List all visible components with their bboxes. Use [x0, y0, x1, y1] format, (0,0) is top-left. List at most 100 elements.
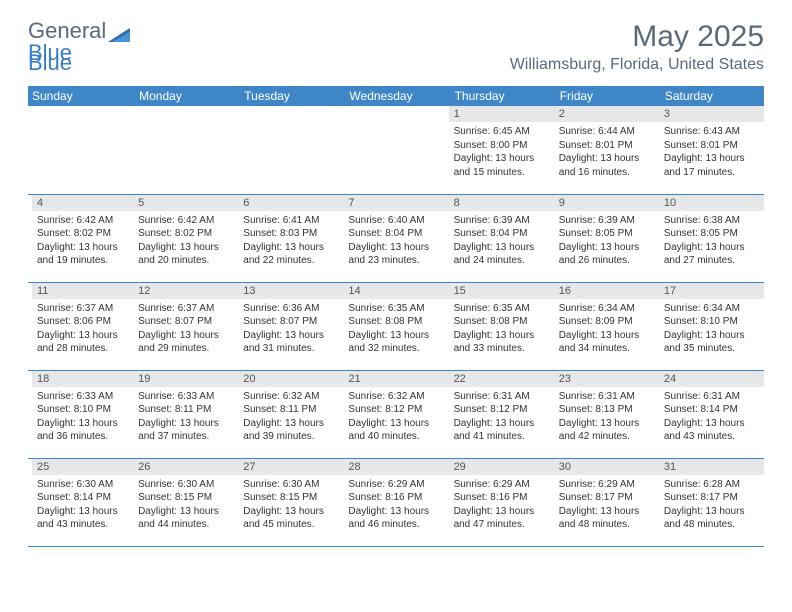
sunset-line: Sunset: 8:01 PM [664, 139, 759, 153]
weekday-header: Sunday [28, 86, 133, 106]
calendar-day-cell: 9Sunrise: 6:39 AMSunset: 8:05 PMDaylight… [554, 194, 659, 282]
daylight-line: Daylight: 13 hours and 24 minutes. [454, 241, 549, 268]
calendar-day-cell: 1Sunrise: 6:45 AMSunset: 8:00 PMDaylight… [449, 106, 554, 194]
day-number: 7 [343, 195, 448, 211]
calendar-day-cell: 23Sunrise: 6:31 AMSunset: 8:13 PMDayligh… [554, 370, 659, 458]
sunset-line: Sunset: 8:16 PM [348, 491, 443, 505]
calendar-day-cell: 11Sunrise: 6:37 AMSunset: 8:06 PMDayligh… [28, 282, 133, 370]
weekday-header-row: Sunday Monday Tuesday Wednesday Thursday… [28, 86, 764, 106]
day-body: Sunrise: 6:30 AMSunset: 8:15 PMDaylight:… [133, 475, 238, 536]
day-number: 24 [659, 371, 764, 387]
day-body: Sunrise: 6:45 AMSunset: 8:00 PMDaylight:… [449, 122, 554, 183]
sunset-line: Sunset: 8:15 PM [243, 491, 338, 505]
sunrise-line: Sunrise: 6:32 AM [243, 390, 338, 404]
sunset-line: Sunset: 8:11 PM [243, 403, 338, 417]
calendar-day-cell: 19Sunrise: 6:33 AMSunset: 8:11 PMDayligh… [133, 370, 238, 458]
daylight-line: Daylight: 13 hours and 22 minutes. [243, 241, 338, 268]
calendar-day-cell: 4 Sunrise: 6:42 AMSunset: 8:02 PMDaylight… [28, 194, 133, 282]
day-body: Sunrise: 6:29 AMSunset: 8:16 PMDaylight:… [343, 475, 448, 536]
day-body: Sunrise: 6:31 AMSunset: 8:13 PMDaylight:… [554, 387, 659, 448]
weekday-header: Thursday [449, 86, 554, 106]
calendar-day-cell: 29Sunrise: 6:29 AMSunset: 8:16 PMDayligh… [449, 458, 554, 546]
sunset-line: Sunset: 8:02 PM [138, 227, 233, 241]
calendar-day-cell: 2Sunrise: 6:44 AMSunset: 8:01 PMDaylight… [554, 106, 659, 194]
sunrise-line: Sunrise: 6:37 AM [37, 302, 128, 316]
sunset-line: Sunset: 8:09 PM [559, 315, 654, 329]
daylight-line: Daylight: 13 hours and 28 minutes. [37, 329, 128, 356]
sunrise-line: Sunrise: 6:42 AM [37, 214, 128, 228]
sunrise-line: Sunrise: 6:34 AM [664, 302, 759, 316]
sunrise-line: Sunrise: 6:31 AM [664, 390, 759, 404]
day-body: Sunrise: 6:32 AMSunset: 8:12 PMDaylight:… [343, 387, 448, 448]
sunrise-line: Sunrise: 6:29 AM [454, 478, 549, 492]
daylight-line: Daylight: 13 hours and 36 minutes. [37, 417, 128, 444]
day-body: Sunrise: 6:37 AMSunset: 8:06 PMDaylight:… [32, 299, 133, 360]
day-body: Sunrise: 6:28 AMSunset: 8:17 PMDaylight:… [659, 475, 764, 536]
calendar-day-cell: 7Sunrise: 6:40 AMSunset: 8:04 PMDaylight… [343, 194, 448, 282]
daylight-line: Daylight: 13 hours and 45 minutes. [243, 505, 338, 532]
daylight-line: Daylight: 13 hours and 27 minutes. [664, 241, 759, 268]
calendar-day-cell: 20Sunrise: 6:32 AMSunset: 8:11 PMDayligh… [238, 370, 343, 458]
day-number: 27 [238, 459, 343, 475]
daylight-line: Daylight: 13 hours and 41 minutes. [454, 417, 549, 444]
weekday-header: Friday [554, 86, 659, 106]
day-body: Sunrise: 6:30 AMSunset: 8:15 PMDaylight:… [238, 475, 343, 536]
weekday-header: Monday [133, 86, 238, 106]
weekday-header: Saturday [659, 86, 764, 106]
daylight-line: Daylight: 13 hours and 39 minutes. [243, 417, 338, 444]
sunset-line: Sunset: 8:10 PM [664, 315, 759, 329]
calendar-day-cell: 21Sunrise: 6:32 AMSunset: 8:12 PMDayligh… [343, 370, 448, 458]
daylight-line: Daylight: 13 hours and 46 minutes. [348, 505, 443, 532]
day-body: Sunrise: 6:31 AMSunset: 8:12 PMDaylight:… [449, 387, 554, 448]
day-number: 25 [32, 459, 133, 475]
daylight-line: Daylight: 13 hours and 48 minutes. [559, 505, 654, 532]
sunrise-line: Sunrise: 6:29 AM [348, 478, 443, 492]
day-body: Sunrise: 6:35 AMSunset: 8:08 PMDaylight:… [449, 299, 554, 360]
daylight-line: Daylight: 13 hours and 34 minutes. [559, 329, 654, 356]
day-body: Sunrise: 6:38 AMSunset: 8:05 PMDaylight:… [659, 211, 764, 272]
day-body: Sunrise: 6:33 AMSunset: 8:11 PMDaylight:… [133, 387, 238, 448]
calendar-table: Sunday Monday Tuesday Wednesday Thursday… [28, 86, 764, 547]
sunset-line: Sunset: 8:03 PM [243, 227, 338, 241]
day-number: 22 [449, 371, 554, 387]
sunset-line: Sunset: 8:06 PM [37, 315, 128, 329]
day-number: 5 [133, 195, 238, 211]
calendar-day-cell: 15Sunrise: 6:35 AMSunset: 8:08 PMDayligh… [449, 282, 554, 370]
day-body: Sunrise: 6:39 AMSunset: 8:04 PMDaylight:… [449, 211, 554, 272]
sunset-line: Sunset: 8:07 PM [138, 315, 233, 329]
daylight-line: Daylight: 13 hours and 43 minutes. [664, 417, 759, 444]
calendar-day-cell: 6Sunrise: 6:41 AMSunset: 8:03 PMDaylight… [238, 194, 343, 282]
day-body: Sunrise: 6:29 AMSunset: 8:16 PMDaylight:… [449, 475, 554, 536]
day-number: 6 [238, 195, 343, 211]
sunset-line: Sunset: 8:08 PM [454, 315, 549, 329]
day-body: Sunrise: 6:29 AMSunset: 8:17 PMDaylight:… [554, 475, 659, 536]
calendar-day-cell: 17Sunrise: 6:34 AMSunset: 8:10 PMDayligh… [659, 282, 764, 370]
sunrise-line: Sunrise: 6:42 AM [138, 214, 233, 228]
sunset-line: Sunset: 8:00 PM [454, 139, 549, 153]
brand-part2: Blue [28, 50, 72, 76]
day-body: Sunrise: 6:34 AMSunset: 8:10 PMDaylight:… [659, 299, 764, 360]
calendar-day-cell: 14Sunrise: 6:35 AMSunset: 8:08 PMDayligh… [343, 282, 448, 370]
sunrise-line: Sunrise: 6:28 AM [664, 478, 759, 492]
sunrise-line: Sunrise: 6:40 AM [348, 214, 443, 228]
sunrise-line: Sunrise: 6:39 AM [559, 214, 654, 228]
day-number: 23 [554, 371, 659, 387]
day-number: 17 [659, 283, 764, 299]
calendar-day-cell: 28Sunrise: 6:29 AMSunset: 8:16 PMDayligh… [343, 458, 448, 546]
sunrise-line: Sunrise: 6:35 AM [348, 302, 443, 316]
sunrise-line: Sunrise: 6:44 AM [559, 125, 654, 139]
calendar-day-cell: 24Sunrise: 6:31 AMSunset: 8:14 PMDayligh… [659, 370, 764, 458]
sunset-line: Sunset: 8:02 PM [37, 227, 128, 241]
sunrise-line: Sunrise: 6:35 AM [454, 302, 549, 316]
calendar-page: GeneralBlue May 2025 Williamsburg, Flori… [0, 0, 792, 557]
day-number: 28 [343, 459, 448, 475]
sunset-line: Sunset: 8:05 PM [559, 227, 654, 241]
sunrise-line: Sunrise: 6:30 AM [138, 478, 233, 492]
day-number: 12 [133, 283, 238, 299]
sunrise-line: Sunrise: 6:43 AM [664, 125, 759, 139]
day-number: 3 [659, 106, 764, 122]
sunset-line: Sunset: 8:12 PM [348, 403, 443, 417]
day-number: 4 [32, 195, 133, 211]
day-body: Sunrise: 6:42 AMSunset: 8:02 PMDaylight:… [133, 211, 238, 272]
daylight-line: Daylight: 13 hours and 19 minutes. [37, 241, 128, 268]
